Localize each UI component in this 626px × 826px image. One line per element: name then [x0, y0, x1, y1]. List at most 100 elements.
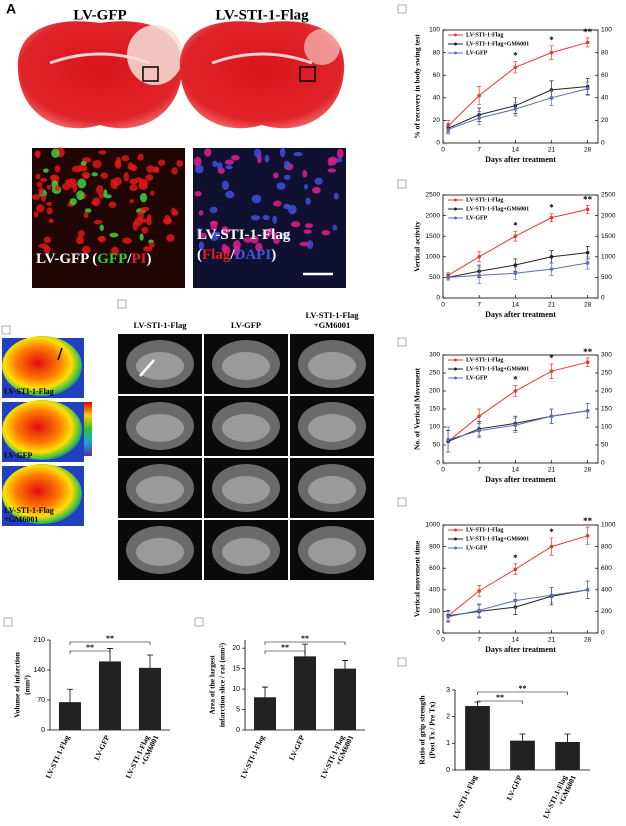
cell	[139, 192, 148, 203]
ventricle	[211, 52, 313, 65]
cell	[35, 173, 41, 180]
cell	[137, 210, 144, 220]
legend-marker	[454, 198, 457, 202]
cell	[123, 171, 130, 182]
infarct	[304, 29, 340, 65]
data-point	[585, 86, 590, 91]
error-bar	[107, 648, 113, 662]
cell	[143, 246, 153, 252]
cell	[288, 204, 297, 215]
legend-marker	[454, 42, 457, 46]
cell	[121, 155, 130, 162]
x-axis-label: Days after treatment	[485, 155, 556, 164]
y2-tick-label: 150	[601, 406, 612, 413]
x-tick-label: LV-GFP	[92, 733, 112, 761]
mri-brain-inner	[222, 352, 270, 380]
cell	[40, 177, 48, 183]
y-tick-label: 800	[429, 543, 440, 550]
y-tick-label: 10	[232, 686, 240, 693]
cell	[210, 220, 218, 231]
cell	[149, 242, 155, 248]
bar	[294, 656, 316, 730]
x-tick-label: 14	[512, 467, 520, 474]
y2-tick-label: 60	[601, 72, 609, 79]
y-tick-label: 15	[232, 665, 240, 672]
data-point	[477, 254, 481, 259]
data-point	[513, 423, 518, 428]
legend-marker	[454, 207, 457, 211]
cell	[77, 178, 87, 189]
y-tick-label: 50	[433, 442, 441, 449]
series-line	[448, 410, 588, 441]
series-line	[448, 589, 588, 617]
cell	[209, 206, 218, 214]
roi-box	[299, 66, 316, 82]
cell	[140, 218, 149, 223]
y2-tick-label: 500	[601, 274, 612, 281]
cell	[98, 193, 105, 199]
data-point	[477, 116, 481, 120]
y2-tick-label: 2000	[601, 212, 616, 219]
fluorescence-label: LV-STI-1-Flag	[197, 227, 291, 243]
cell	[293, 151, 303, 157]
mri-brain-inner	[308, 538, 356, 566]
x-axis-label: Days after treatment	[485, 475, 556, 484]
x-tick-label: 14	[512, 302, 520, 309]
cell	[84, 208, 92, 213]
cell	[69, 198, 77, 206]
legend-label: LV-STI-1-Flag	[466, 527, 503, 533]
bar	[465, 706, 490, 770]
bar	[99, 661, 121, 730]
fluorescence-label: (Flag/DAPI)	[197, 247, 276, 263]
significance-mark: **	[583, 27, 593, 37]
cell	[36, 181, 43, 188]
label-part: LV-GFP (	[36, 251, 97, 267]
series-line	[448, 252, 588, 278]
significance-mark: **	[519, 684, 527, 693]
cell	[83, 211, 89, 219]
y-tick-label: 80	[433, 49, 441, 56]
x-tick-label: 7	[477, 637, 481, 644]
cell	[31, 194, 41, 201]
cell	[253, 148, 262, 158]
y-tick-label: 100	[429, 424, 440, 431]
cell	[91, 172, 98, 177]
mri-header: LV-STI-1-Flag	[306, 310, 360, 320]
cell	[83, 174, 89, 179]
panel-box	[397, 497, 407, 507]
data-point	[549, 96, 554, 100]
mri-brain-inner	[136, 538, 184, 566]
cell	[250, 215, 261, 221]
data-point	[549, 215, 554, 220]
cell	[312, 186, 321, 194]
significance-mark: **	[86, 643, 94, 652]
y-axis-label: infarction slice / rat (mm²)	[218, 642, 227, 727]
mri-brain-inner	[136, 476, 184, 504]
cell	[284, 163, 289, 169]
cell	[302, 170, 308, 178]
significance-mark: *	[513, 553, 518, 563]
label-part: Flag	[202, 247, 231, 263]
y-tick-label: 0	[436, 295, 440, 302]
cell	[171, 207, 177, 216]
panel-box	[397, 337, 407, 347]
cell	[304, 223, 314, 229]
data-point	[549, 50, 554, 55]
cell	[127, 164, 136, 170]
y2-tick-label: 1500	[601, 233, 616, 240]
y-tick-label: 140	[33, 667, 45, 674]
y-tick-label: 5	[236, 706, 240, 713]
cell	[204, 148, 212, 157]
data-point	[477, 589, 481, 593]
x-tick-label: 28	[584, 302, 592, 309]
significance-mark: *	[549, 353, 554, 363]
cell	[43, 236, 52, 244]
significance-mark: *	[549, 203, 554, 213]
data-point	[477, 428, 481, 433]
cell	[221, 226, 230, 236]
cell	[158, 159, 166, 166]
cell	[51, 148, 60, 158]
series-line	[448, 262, 588, 278]
cell	[233, 245, 241, 256]
cell	[115, 159, 122, 169]
